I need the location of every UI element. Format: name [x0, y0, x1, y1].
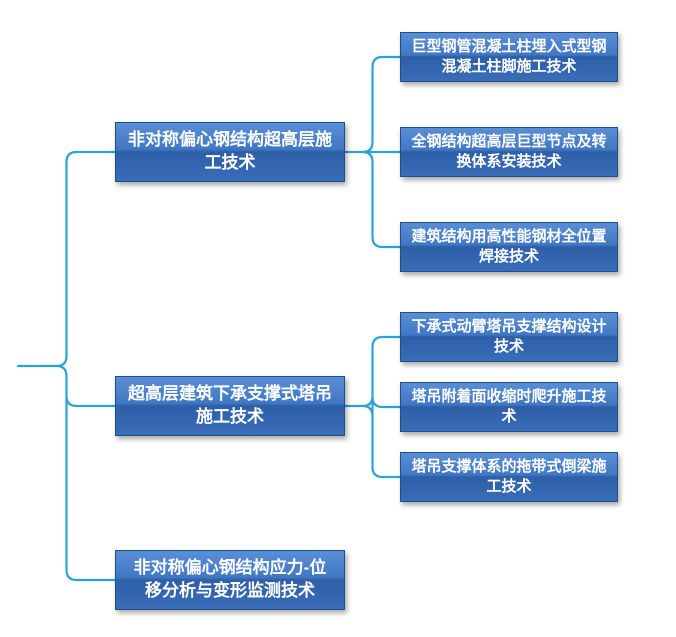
leaf-node-6: 塔吊支撑体系的拖带式倒梁施工技术 — [400, 452, 618, 502]
leaf-node-3: 建筑结构用高性能钢材全位置焊接技术 — [400, 222, 618, 272]
leaf-node-2: 全钢结构超高层巨型节点及转换体系安装技术 — [400, 127, 618, 177]
bracket-m2-path — [345, 337, 400, 477]
leaf-node-5: 塔吊附着面收缩时爬升施工技术 — [400, 382, 618, 432]
mid-node-1: 非对称偏心钢结构超高层施工技术 — [115, 122, 345, 182]
leaf-node-1: 巨型钢管混凝土柱埋入式型钢混凝土柱脚施工技术 — [400, 32, 618, 82]
mid-node-2: 超高层建筑下承支撑式塔吊施工技术 — [115, 376, 345, 436]
bracket-m1-path — [345, 57, 400, 247]
leaf-node-4: 下承式动臂塔吊支撑结构设计技术 — [400, 312, 618, 362]
mid-node-3: 非对称偏心钢结构应力-位移分析与变形监测技术 — [115, 550, 345, 610]
root-bracket-path — [18, 152, 115, 580]
